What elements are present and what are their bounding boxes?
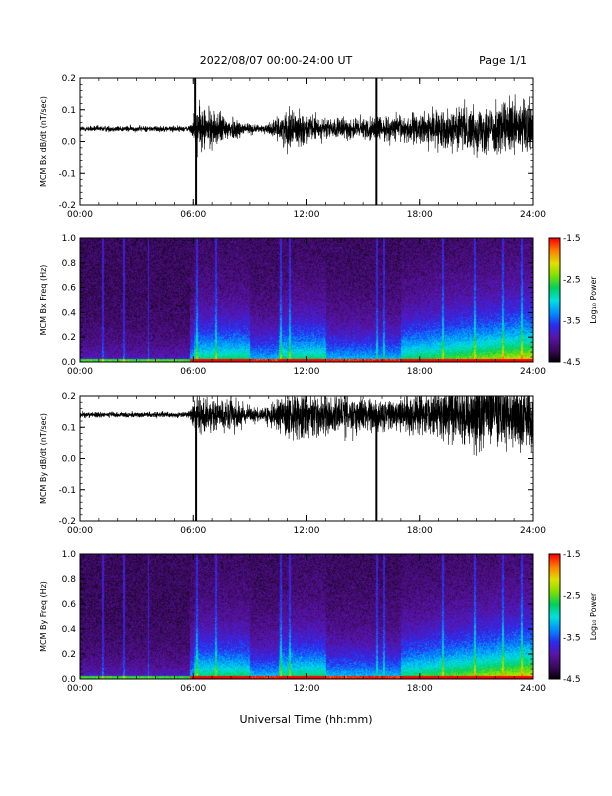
- colorbar-tick-label: -4.5: [563, 358, 581, 368]
- colorbar-label: Log₁₀ Power: [589, 276, 598, 324]
- by-dbdt-panel: 0.2 0.1 0.0 -0.1 -0.200:00 06:00 12:00 18:00 24:…: [39, 392, 546, 536]
- y-tick-label: 0.0: [62, 455, 77, 465]
- colorbar-tick-label: -3.5: [563, 633, 581, 643]
- y-tick-label: 0.8: [62, 575, 77, 585]
- by-dbdt-ylabel: MCM By dB/dt (nT/sec): [39, 413, 48, 504]
- y-tick-label: 0.4: [62, 308, 77, 318]
- x-tick-label: 24:00: [520, 367, 546, 377]
- colorbar-tick-label: -4.5: [563, 675, 581, 685]
- x-tick-label: 06:00: [180, 210, 206, 220]
- y-tick-label: 0.2: [62, 650, 76, 660]
- bx-spectrogram-image: [80, 238, 533, 362]
- x-tick-label: 18:00: [407, 367, 433, 377]
- x-tick-label: 00:00: [67, 210, 93, 220]
- y-tick-label: 0.2: [62, 333, 76, 343]
- x-tick-label: 24:00: [520, 684, 546, 694]
- x-tick-label: 24:00: [520, 210, 546, 220]
- bx-spectrogram-panel: -1.5 -2.5 -3.5 -4.5 Log₁₀ Power 1.0 0.8 0.6 0.4 0…: [39, 234, 598, 377]
- x-tick-label: 00:00: [67, 684, 93, 694]
- y-tick-label: 0.8: [62, 259, 77, 269]
- colorbar-frame: [548, 553, 561, 680]
- x-tick-label: 12:00: [294, 684, 320, 694]
- x-tick-label: 18:00: [407, 526, 433, 536]
- y-tick-label: 0.0: [62, 675, 77, 685]
- by-dbdt-trace: [79, 395, 534, 456]
- header-page-number: Page 1/1: [479, 54, 527, 67]
- bx-dbdt-ylabel: MCM Bx dB/dt (nT/sec): [39, 96, 48, 187]
- y-tick-label: 0.0: [62, 138, 77, 148]
- by-spectrogram-image: [80, 554, 533, 679]
- y-tick-label: 0.2: [62, 392, 76, 402]
- y-tick-label: 0.1: [62, 423, 76, 433]
- x-tick-label: 18:00: [407, 210, 433, 220]
- x-tick-label: 12:00: [294, 526, 320, 536]
- y-tick-label: -0.1: [58, 486, 76, 496]
- colorbar-tick-label: -2.5: [563, 275, 581, 285]
- y-tick-label: 0.2: [62, 74, 76, 84]
- colorbar-frame: [548, 237, 561, 363]
- y-tick-label: -0.2: [58, 517, 76, 527]
- x-tick-label: 06:00: [180, 367, 206, 377]
- x-axis-title: Universal Time (hh:mm): [240, 713, 373, 726]
- y-tick-label: 0.1: [62, 106, 76, 116]
- y-tick-label: 0.6: [62, 284, 77, 294]
- panels: 0.20.10.0-0.1-0.200:00 06:00 12:00 18:00 24:…: [39, 74, 598, 694]
- bx-dbdt-trace: [79, 94, 534, 158]
- x-tick-label: 06:00: [180, 684, 206, 694]
- y-tick-label: -0.1: [58, 169, 76, 179]
- colorbar: [549, 554, 560, 679]
- colorbar: [549, 238, 560, 362]
- x-tick-label: 18:00: [407, 684, 433, 694]
- x-tick-label: 00:00: [67, 526, 93, 536]
- header-date-range: 2022/08/07 00:00-24:00 UT: [200, 54, 353, 67]
- y-tick-label: 0.0: [62, 358, 77, 368]
- colorbar-tick-label: -1.5: [563, 550, 581, 560]
- bx-dbdt-panel: 0.2 0.1 0.0 -0.1 -0.200:00 06:00 12:00 18:00 24:…: [39, 74, 546, 220]
- colorbar-tick-label: -1.5: [563, 234, 581, 244]
- y-tick-label: -0.2: [58, 201, 76, 211]
- by-spectrogram-ylabel: MCM By Freq (Hz): [39, 581, 48, 652]
- y-tick-label: 1.0: [62, 550, 77, 560]
- x-tick-label: 24:00: [520, 526, 546, 536]
- colorbar-label: Log₁₀ Power: [589, 592, 598, 640]
- y-tick-label: 0.4: [62, 625, 77, 635]
- by-spectrogram-panel: -1.5 -2.5 -3.5 -4.5 Log₁₀ Power 1.0 0.8 0.6 0.4 0…: [39, 550, 598, 694]
- x-tick-label: 12:00: [294, 367, 320, 377]
- y-tick-label: 1.0: [62, 234, 77, 244]
- bx-spectrogram-ylabel: MCM Bx Freq (Hz): [39, 265, 48, 336]
- colorbar-tick-label: -2.5: [563, 592, 581, 602]
- y-tick-label: 0.6: [62, 600, 77, 610]
- x-tick-label: 12:00: [294, 210, 320, 220]
- colorbar-tick-label: -3.5: [563, 317, 581, 327]
- x-tick-label: 06:00: [180, 526, 206, 536]
- x-tick-label: 00:00: [67, 367, 93, 377]
